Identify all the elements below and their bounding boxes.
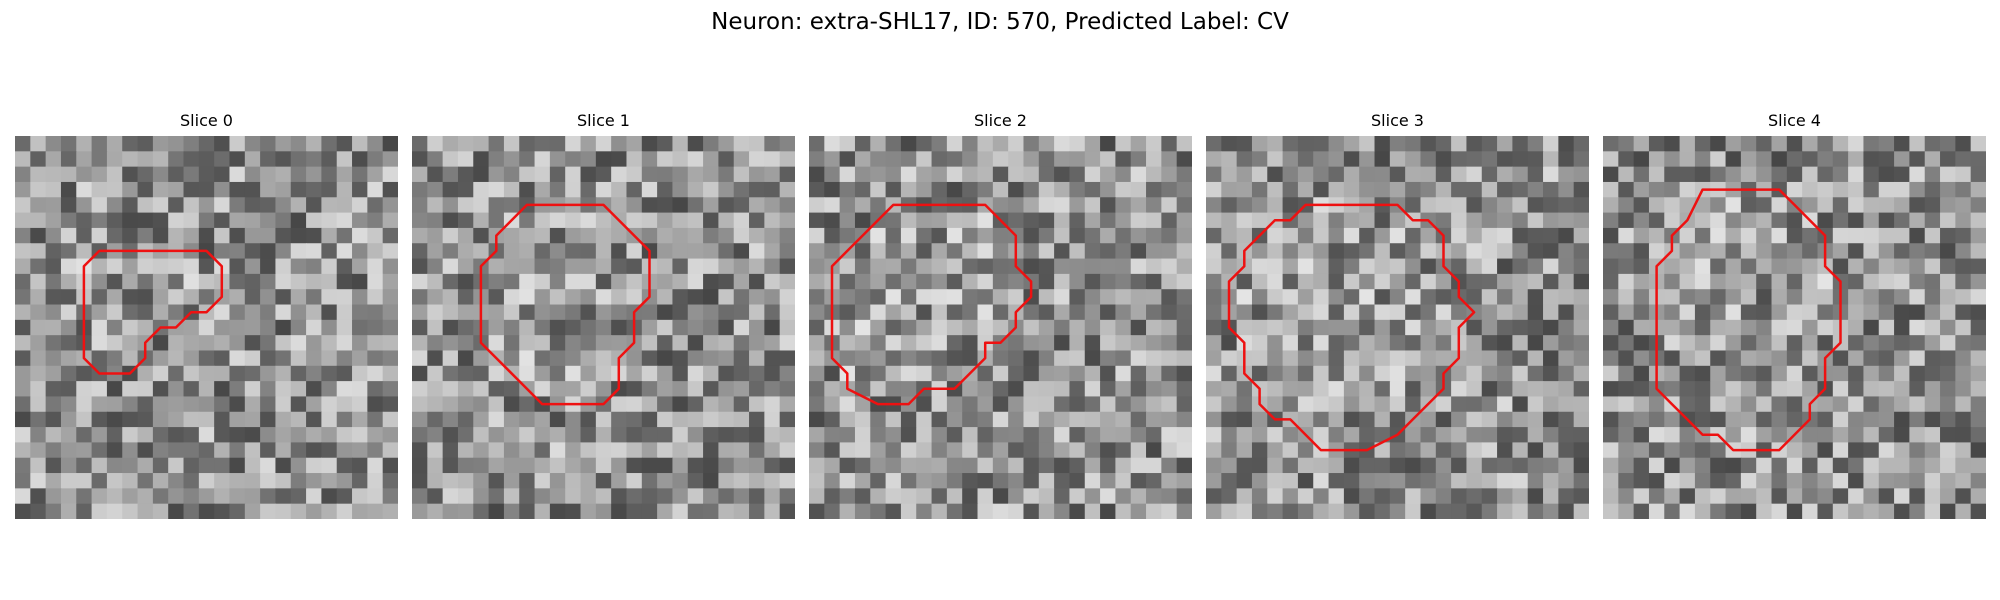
pixel-grid bbox=[809, 136, 1192, 519]
boundary-contour bbox=[1227, 203, 1476, 452]
boundary-contour bbox=[479, 203, 651, 406]
slice-title: Slice 4 bbox=[1768, 111, 1821, 130]
slice-panel-1: Slice 1 bbox=[412, 110, 795, 519]
slice-panel-3: Slice 3 bbox=[1206, 110, 1589, 519]
slice-panel-4: Slice 4 bbox=[1603, 110, 1986, 519]
boundary-contour bbox=[830, 203, 1033, 406]
slice-title: Slice 3 bbox=[1371, 111, 1424, 130]
figure-title: Neuron: extra-SHL17, ID: 570, Predicted … bbox=[711, 9, 1289, 35]
boundary-contour bbox=[82, 249, 224, 375]
slice-image bbox=[809, 136, 1192, 519]
pixel-grid bbox=[412, 136, 795, 519]
slice-title: Slice 0 bbox=[180, 111, 233, 130]
slice-image bbox=[412, 136, 795, 519]
slice-panel-2: Slice 2 bbox=[809, 110, 1192, 519]
pixel-grid bbox=[1603, 136, 1986, 519]
boundary-contour bbox=[1655, 188, 1842, 452]
slice-image bbox=[15, 136, 398, 519]
slice-title: Slice 2 bbox=[974, 111, 1027, 130]
slice-image bbox=[1206, 136, 1589, 519]
pixel-grid bbox=[15, 136, 398, 519]
slice-image bbox=[1603, 136, 1986, 519]
slice-panel-0: Slice 0 bbox=[15, 110, 398, 519]
slice-title: Slice 1 bbox=[577, 111, 630, 130]
pixel-grid bbox=[1206, 136, 1589, 519]
